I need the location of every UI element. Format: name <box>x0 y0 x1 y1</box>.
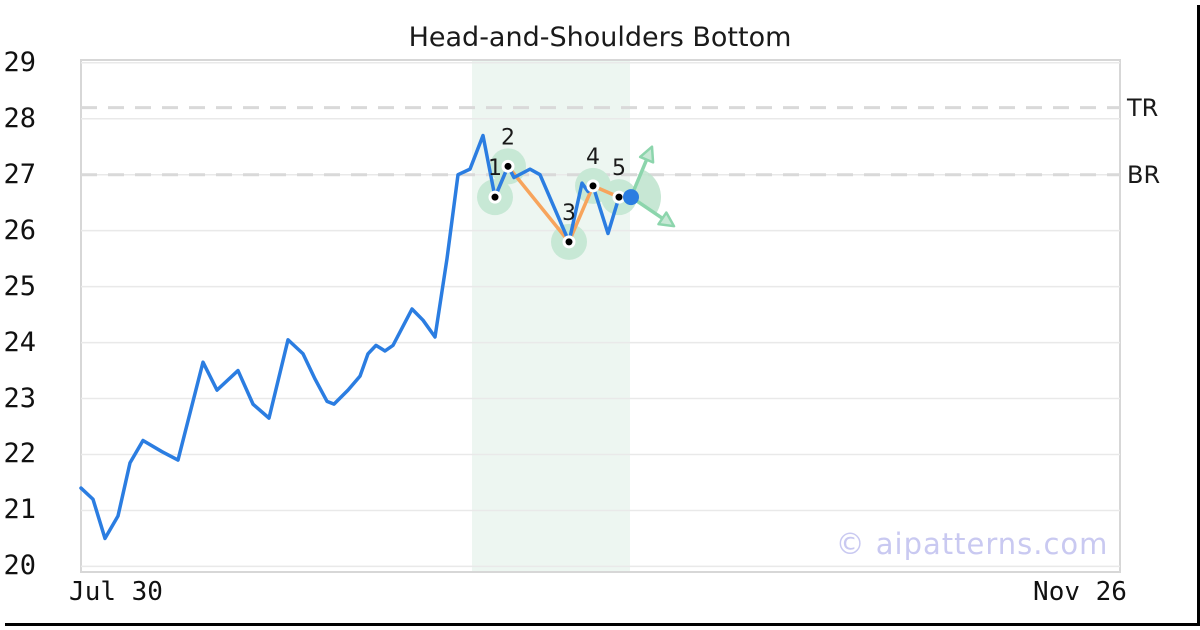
pattern-point-label-1: 1 <box>488 156 502 181</box>
y-tick-label: 25 <box>3 270 36 302</box>
pattern-point-dot-2 <box>501 159 515 173</box>
pattern-point-dot-5 <box>612 190 626 204</box>
y-tick-label: 29 <box>3 46 36 78</box>
pattern-point-label-4: 4 <box>586 145 600 170</box>
y-tick-label: 23 <box>3 382 36 414</box>
x-tick-label-start: Jul 30 <box>69 577 163 607</box>
y-tick-label: 28 <box>3 102 36 134</box>
pattern-point-label-5: 5 <box>612 156 626 181</box>
breakout-arrowhead-down <box>657 211 676 228</box>
chart-title: Head-and-Shoulders Bottom <box>408 22 792 53</box>
breakout-arrowhead-up <box>638 145 655 164</box>
price-line <box>79 133 633 541</box>
pattern-point-label-2: 2 <box>501 125 515 150</box>
y-tick-label: 20 <box>3 550 36 582</box>
pattern-point-dot-4 <box>586 179 600 193</box>
y-tick-label: 22 <box>3 438 36 470</box>
y-tick-label: 24 <box>3 326 36 358</box>
y-tick-label: 26 <box>3 214 36 246</box>
br-level-label: BR <box>1127 160 1161 189</box>
pattern-point-dot-1 <box>488 190 502 204</box>
y-tick-label: 27 <box>3 158 36 190</box>
pattern-point-dot-3 <box>562 235 576 249</box>
x-tick-label-end: Nov 26 <box>1033 577 1127 607</box>
watermark: © aipatterns.com <box>835 527 1109 561</box>
last-price-dot <box>623 189 639 206</box>
y-tick-label: 21 <box>3 494 36 526</box>
pattern-window-region <box>472 61 630 571</box>
tr-level-label: TR <box>1127 93 1159 122</box>
pattern-point-label-3: 3 <box>562 201 576 226</box>
